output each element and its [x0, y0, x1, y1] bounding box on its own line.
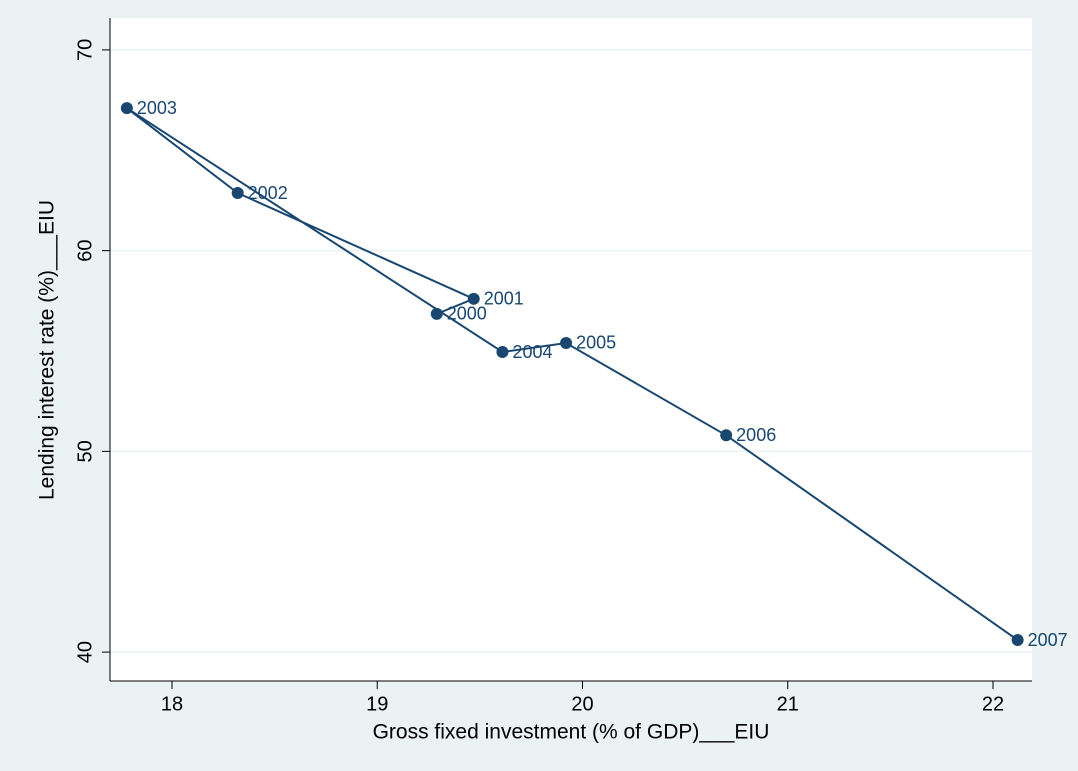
series-line: [126, 107, 1019, 641]
point-label: 2002: [248, 183, 288, 203]
point-label: 2001: [484, 289, 524, 309]
x-tick-label: 22: [982, 693, 1004, 715]
x-tick-label: 20: [571, 693, 593, 715]
point: [467, 292, 480, 305]
plot-area: [110, 18, 1032, 681]
point-label: 2006: [736, 425, 776, 445]
point: [1011, 634, 1024, 647]
y-tick-label: 70: [74, 39, 96, 61]
x-tick-label: 18: [161, 693, 183, 715]
y-tick-label: 60: [74, 240, 96, 262]
point-label: 2005: [576, 333, 616, 353]
point-label: 2000: [447, 304, 487, 324]
point: [120, 102, 133, 115]
point: [560, 336, 573, 349]
point-label: 2004: [512, 342, 552, 362]
y-tick-label: 50: [74, 440, 96, 462]
point: [496, 346, 509, 359]
y-tick-label: 40: [74, 641, 96, 663]
y-axis-title: Lending interest rate (%)___EIU: [36, 200, 59, 500]
point: [430, 307, 443, 320]
point-label: 2007: [1028, 630, 1068, 650]
x-tick-label: 19: [366, 693, 388, 715]
point: [231, 187, 244, 200]
point: [720, 429, 733, 442]
x-axis-title: Gross fixed investment (% of GDP)___EIU: [373, 721, 770, 744]
x-tick-label: 21: [777, 693, 799, 715]
point-label: 2003: [137, 98, 177, 118]
